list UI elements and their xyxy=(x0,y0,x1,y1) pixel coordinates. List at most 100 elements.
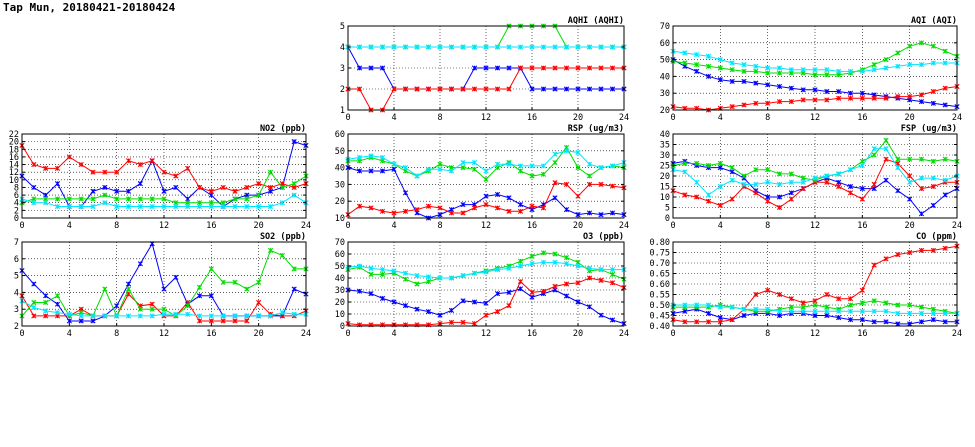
data-point-red xyxy=(43,313,49,319)
chart-panel: 10 20 30 40 50 60 0 4 8 12 16 20 24 RSP (ug/m3) xyxy=(335,124,629,231)
y-tick-label: 50 xyxy=(660,56,670,66)
y-tick-label: 70 xyxy=(335,238,345,248)
data-point-blue xyxy=(137,181,143,187)
data-point-green xyxy=(137,196,143,202)
data-point-red xyxy=(729,104,735,110)
x-tick-label: 8 xyxy=(437,113,442,123)
data-point-green xyxy=(895,302,901,308)
y-tick-label: 12 xyxy=(9,168,19,178)
data-point-red xyxy=(402,208,409,214)
data-point-blue xyxy=(729,169,735,175)
data-point-blue xyxy=(78,318,84,324)
data-point-cyan xyxy=(717,57,723,63)
data-point-cyan xyxy=(895,63,901,69)
x-tick-label: 8 xyxy=(765,221,770,231)
data-point-red xyxy=(753,190,759,196)
data-point-cyan xyxy=(753,181,759,187)
y-tick-label: 16 xyxy=(9,153,19,163)
data-point-red xyxy=(765,100,771,106)
data-point-green xyxy=(196,200,203,206)
data-point-blue xyxy=(895,321,901,327)
data-point-cyan xyxy=(788,308,794,314)
data-point-red xyxy=(208,318,214,324)
data-point-cyan xyxy=(517,44,524,50)
data-point-red xyxy=(391,86,397,92)
data-point-green xyxy=(930,43,936,49)
data-point-red xyxy=(437,86,443,92)
data-point-green xyxy=(279,184,285,191)
data-point-green xyxy=(31,299,37,306)
data-point-cyan xyxy=(379,44,386,50)
data-point-blue xyxy=(859,186,865,192)
data-point-green xyxy=(185,200,191,206)
data-point-green xyxy=(102,286,108,292)
data-point-cyan xyxy=(883,146,889,152)
x-tick-label: 20 xyxy=(573,329,583,339)
x-tick-label: 0 xyxy=(345,113,350,123)
data-point-green xyxy=(812,302,818,308)
data-point-red xyxy=(741,102,747,108)
data-point-blue xyxy=(161,286,167,292)
data-point-blue xyxy=(437,312,443,318)
data-point-blue xyxy=(506,65,512,71)
data-point-cyan xyxy=(552,44,558,50)
data-point-blue xyxy=(847,90,854,96)
data-point-green xyxy=(173,200,179,206)
data-point-red xyxy=(847,190,854,196)
data-point-green xyxy=(244,196,250,202)
x-tick-label: 4 xyxy=(718,221,723,231)
data-point-green xyxy=(161,306,167,312)
data-point-green xyxy=(942,156,948,162)
data-point-red xyxy=(895,252,901,258)
data-point-red xyxy=(232,188,238,194)
data-point-cyan xyxy=(267,313,274,319)
data-point-green xyxy=(267,247,274,253)
data-point-cyan xyxy=(279,309,285,316)
series-line-blue xyxy=(347,167,625,219)
data-point-green xyxy=(812,72,818,78)
data-point-blue xyxy=(836,315,842,321)
data-point-cyan xyxy=(705,302,712,308)
data-point-green xyxy=(800,175,806,181)
data-point-cyan xyxy=(765,306,771,312)
data-point-cyan xyxy=(918,310,925,316)
y-tick-label: 60 xyxy=(335,250,345,260)
data-point-cyan xyxy=(598,44,604,50)
y-tick-label: 20 xyxy=(335,197,345,207)
data-point-cyan xyxy=(694,51,700,58)
data-point-blue xyxy=(54,301,61,307)
x-tick-label: 24 xyxy=(952,221,962,231)
data-point-red xyxy=(196,184,203,191)
data-point-cyan xyxy=(907,179,913,185)
data-point-cyan xyxy=(149,203,155,210)
data-point-red xyxy=(907,173,913,179)
data-point-blue xyxy=(765,82,771,88)
data-point-blue xyxy=(368,291,374,297)
data-point-red xyxy=(883,156,889,162)
data-point-red xyxy=(460,319,466,325)
data-point-blue xyxy=(368,65,374,71)
data-point-red xyxy=(196,318,203,324)
data-point-red xyxy=(609,65,616,71)
x-tick-label: 24 xyxy=(619,113,629,123)
data-point-cyan xyxy=(494,161,501,167)
data-point-cyan xyxy=(161,311,167,317)
data-point-blue xyxy=(356,168,363,174)
data-point-cyan xyxy=(540,259,547,265)
data-point-cyan xyxy=(883,308,889,314)
x-tick-label: 4 xyxy=(718,113,723,123)
y-tick-label: 0.65 xyxy=(650,270,670,280)
data-point-blue xyxy=(494,65,501,71)
data-point-green xyxy=(256,192,262,198)
data-point-blue xyxy=(494,291,501,297)
data-point-blue xyxy=(448,307,455,313)
y-tick-label: 3 xyxy=(340,64,345,74)
data-point-cyan xyxy=(741,306,747,312)
y-tick-label: 6 xyxy=(14,255,19,265)
data-point-cyan xyxy=(78,203,84,210)
data-point-blue xyxy=(517,286,524,292)
y-tick-label: 4 xyxy=(14,199,19,209)
y-tick-label: 40 xyxy=(335,274,345,284)
